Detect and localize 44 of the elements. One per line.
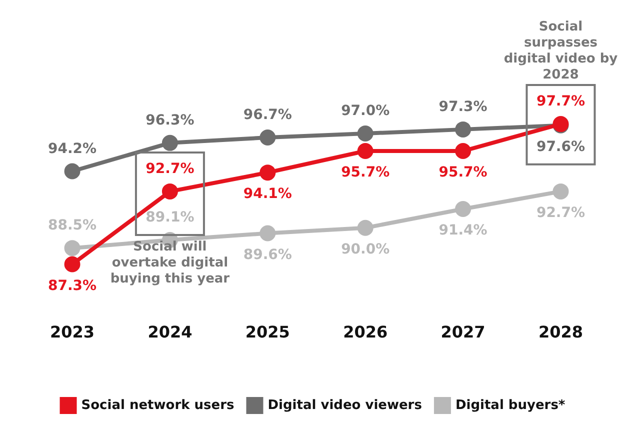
data-label: 92.7% <box>536 205 586 222</box>
data-label: 87.3% <box>48 278 97 294</box>
point <box>64 163 80 180</box>
data-label: 89.6% <box>243 246 292 263</box>
data-label: 92.7% <box>146 161 194 178</box>
point <box>357 125 374 142</box>
data-label: 95.7% <box>438 164 488 181</box>
data-label: 97.3% <box>438 99 488 116</box>
data-label: 94.2% <box>48 140 97 157</box>
x-tick-label: 2028 <box>538 322 583 342</box>
point <box>162 183 178 200</box>
data-label: 96.3% <box>146 112 194 129</box>
data-label: 96.7% <box>243 107 292 124</box>
point <box>552 183 569 200</box>
data-label: 88.5% <box>48 218 97 234</box>
point <box>260 225 276 242</box>
data-label: 97.7% <box>536 94 586 110</box>
x-tick-label: 2023 <box>50 322 95 342</box>
legend-label: Social network users <box>81 398 235 413</box>
point <box>64 240 80 256</box>
text: Social surpasses digital video by 2028 <box>504 19 618 82</box>
data-label: 94.1% <box>243 186 292 202</box>
point <box>455 200 472 217</box>
x-tick-label: 2027 <box>440 322 486 342</box>
point <box>357 143 374 160</box>
point <box>260 130 276 146</box>
data-label: 97.0% <box>341 103 390 120</box>
point <box>455 121 472 138</box>
x-tick-label: 2024 <box>148 322 192 342</box>
point <box>64 256 80 272</box>
x-tick-label: 2025 <box>245 322 290 342</box>
point <box>260 164 276 181</box>
point <box>162 134 178 151</box>
point <box>357 220 374 236</box>
data-label: 95.7% <box>341 164 390 181</box>
data-label: 91.4% <box>438 222 488 239</box>
legend-label: Digital video viewers <box>268 398 422 413</box>
data-label: 89.1% <box>146 210 194 226</box>
legend-label: Digital buyers* <box>455 398 566 413</box>
x-tick-label: 2026 <box>343 322 388 342</box>
annotation: Social will overtake digital buying this year <box>110 239 230 286</box>
point <box>455 143 472 160</box>
data-label: 90.0% <box>341 242 390 258</box>
data-label: 97.6% <box>536 139 586 156</box>
